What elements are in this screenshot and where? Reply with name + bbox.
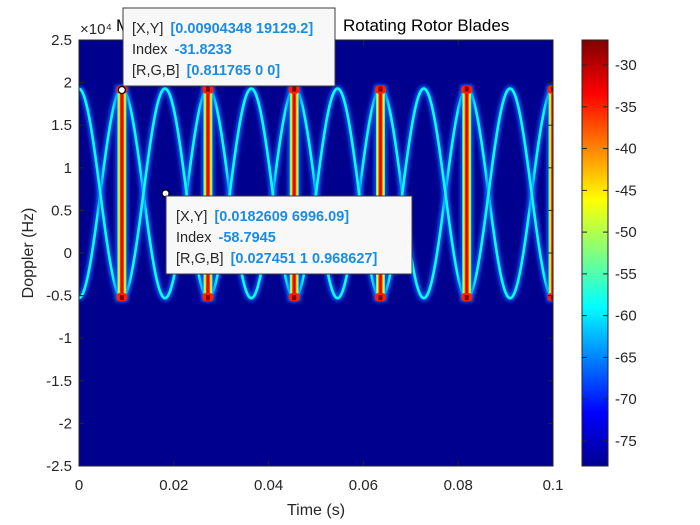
colorbar-tick-label: -50 [615,224,637,241]
y-tick-label: 1 [64,160,72,177]
y-axis-ticks: -2.5 -2 -1.5 -1 -0.5 0 0.5 1 1.5 2 2.5 [46,32,553,475]
datatip-2-index-value: -58.7945 [219,230,276,246]
y-tick-label: -2 [59,415,72,432]
blade-flash-top-core [551,86,553,92]
x-tick-label: 0.02 [159,477,188,494]
blade-flash-bottom-core [119,295,124,301]
blade-trace-2 [79,87,553,300]
colorbar-ticks: -30 -35 -40 -45 -50 -55 -60 -65 -70 -75 [582,57,637,450]
x-tick-label: 0.1 [543,477,564,494]
datatip-1[interactable]: [X,Y] [0.00904348 19129.2] Index -31.823… [117,7,336,95]
x-tick-label: 0 [75,477,83,494]
blade-flash-top-core [378,86,383,92]
datatip-2-index-label: Index [176,230,212,246]
colorbar-tick-label: -30 [615,57,637,74]
blade-flash-bottom-core [551,295,553,301]
y-tick-label: -2.5 [46,458,72,475]
colorbar [581,39,609,467]
y-tick-label: 2.5 [51,32,72,49]
colorbar-tick-label: -40 [615,141,637,158]
blade-flash [375,88,385,299]
blade-flash [548,88,553,299]
datatip-1-index-value: -31.8233 [175,42,232,58]
blade-flash [289,88,299,299]
chart-title-right: Rotating Rotor Blades [343,16,509,35]
datatip-1-index-label: Index [132,42,168,58]
svg-text:Index -31.8233: Index -31.8233 [132,42,232,58]
blade-flash-top-core [464,86,469,92]
blade-flash-bottom-core [378,295,383,301]
datatip-2-xy-label: [X,Y] [176,209,207,225]
datatip-1-rgb-label: [R,G,B] [132,63,180,79]
y-axis-exponent: ×10⁴ [80,21,112,38]
x-axis-label: Time (s) [287,502,345,519]
datatip-2-rgb-value: [0.027451 1 0.968627] [231,251,378,267]
colorbar-tick-label: -65 [615,349,637,366]
svg-text:[X,Y] [0.0182609 6996.09: [X,Y] [0.0182609 6996.09] [176,209,349,225]
blade-flash [203,88,213,299]
datatip-2-xy-value: [0.0182609 6996.09] [214,209,349,225]
colorbar-tick-label: -60 [615,308,637,325]
svg-text:Index -58.7945: Index -58.7945 [176,230,276,246]
svg-text:[R,G,B] [0.811765 0 0]: [R,G,B] [0.811765 0 0] [132,63,280,79]
svg-text:[R,G,B] [0.027451 1 0.96: [R,G,B] [0.027451 1 0.968627] [176,251,377,267]
datatip-2-box [165,195,413,275]
datatip-1-xy-value: [0.00904348 19129.2] [170,21,313,37]
y-tick-label: 2 [64,75,72,92]
blade-flash-bottom-core [205,295,210,301]
y-tick-label: -0.5 [46,288,72,305]
colorbar-tick-label: -35 [615,99,637,116]
blade-flash-top-core [205,86,210,92]
colorbar-tick-label: -55 [615,266,637,283]
x-tick-label: 0.04 [254,477,283,494]
y-tick-label: 1.5 [51,117,72,134]
y-tick-label: 0 [64,245,72,262]
y-tick-label: -1 [59,330,72,347]
blade-flash-bottom-core [292,295,297,301]
blade-flash [117,88,127,299]
datatip-1-marker[interactable] [117,85,126,95]
colorbar-tick-label: -70 [615,391,637,408]
svg-text:[X,Y] [0.00904348 19129.: [X,Y] [0.00904348 19129.2] [132,21,313,37]
datatip-2-rgb-label: [R,G,B] [176,251,224,267]
x-tick-label: 0.06 [349,477,378,494]
datatip-1-rgb-value: [0.811765 0 0] [187,63,281,79]
blade-flash-bottom-core [464,295,469,301]
colorbar-tick-label: -75 [615,433,637,450]
blade-flash-top-core [292,86,297,92]
y-tick-label: -1.5 [46,373,72,390]
datatip-1-box [122,7,336,87]
datatip-1-xy-label: [X,Y] [132,21,163,37]
datatip-2[interactable]: [X,Y] [0.0182609 6996.09] Index -58.7945… [161,189,413,275]
x-tick-label: 0.08 [444,477,473,494]
y-axis-label: Doppler (Hz) [20,208,37,299]
blade-flash [462,88,472,299]
y-tick-label: 0.5 [51,202,72,219]
colorbar-tick-label: -45 [615,182,637,199]
x-axis-ticks: 0 0.02 0.04 0.06 0.08 0.1 [75,40,564,494]
